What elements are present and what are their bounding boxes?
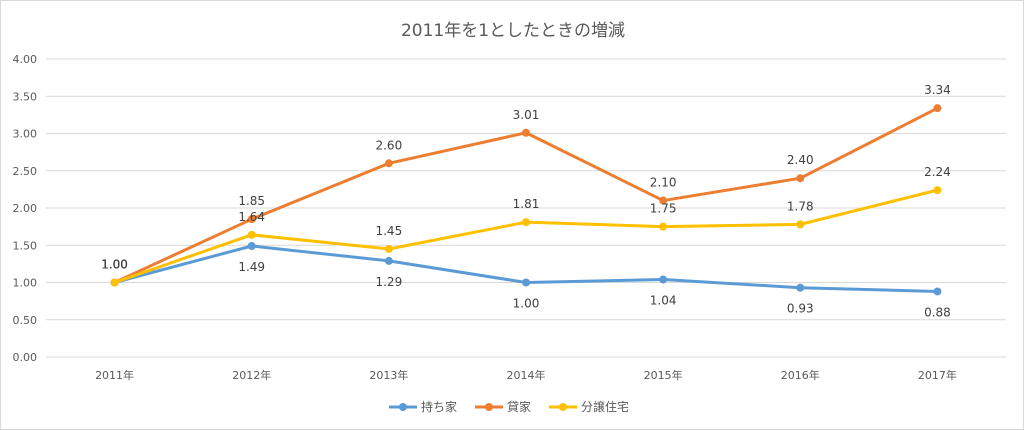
data-point bbox=[933, 287, 942, 296]
data-point bbox=[933, 186, 942, 195]
legend-marker bbox=[559, 403, 567, 411]
y-tick-label: 2.00 bbox=[13, 202, 38, 215]
series-2 bbox=[110, 104, 942, 287]
x-tick-label: 2013年 bbox=[369, 368, 408, 382]
legend: 持ち家 貸家 分譲住宅 bbox=[389, 399, 629, 414]
data-point bbox=[522, 278, 530, 287]
data-label: 0.88 bbox=[924, 305, 951, 319]
data-label: 1.00 bbox=[101, 258, 128, 272]
legend-entry: 貸家 bbox=[475, 399, 531, 414]
data-label: 1.85 bbox=[238, 194, 265, 208]
series-lines bbox=[110, 104, 942, 296]
data-point bbox=[110, 278, 119, 287]
legend-label: 持ち家 bbox=[421, 399, 457, 414]
data-label: 0.93 bbox=[787, 302, 814, 316]
y-tick-label: 4.00 bbox=[13, 53, 38, 66]
data-point bbox=[384, 244, 393, 253]
data-point bbox=[247, 241, 256, 250]
data-label: 3.34 bbox=[924, 83, 951, 97]
y-tick-label: 1.50 bbox=[13, 239, 38, 252]
y-tick-label: 3.50 bbox=[13, 90, 38, 103]
gridlines bbox=[46, 58, 1006, 358]
data-point bbox=[659, 222, 668, 231]
legend-entry: 持ち家 bbox=[389, 399, 457, 414]
data-labels: 1.00 1.491.291.00 1.040.93 0.881.001.852.60… bbox=[101, 83, 951, 319]
legend-marker bbox=[399, 403, 407, 411]
data-label: 1.64 bbox=[238, 210, 265, 224]
data-label: 1.29 bbox=[375, 275, 402, 289]
x-tick-label: 2016年 bbox=[781, 368, 820, 382]
y-axis-ticks: 0.00 0.50 1.00 1.50 2.00 2.50 3.00 3.50 4.00 bbox=[13, 53, 38, 364]
y-tick-label: 0.00 bbox=[13, 351, 38, 364]
data-point bbox=[796, 283, 805, 292]
data-label: 1.75 bbox=[650, 202, 677, 216]
legend-label: 分譲住宅 bbox=[581, 399, 629, 414]
x-tick-label: 2011年 bbox=[95, 368, 134, 382]
y-tick-label: 1.00 bbox=[13, 277, 38, 290]
data-label: 1.81 bbox=[513, 197, 540, 211]
data-point bbox=[384, 159, 393, 168]
x-tick-label: 2017年 bbox=[918, 368, 957, 382]
data-point bbox=[247, 230, 256, 239]
data-label: 2.40 bbox=[787, 153, 814, 167]
data-label: 1.00 bbox=[101, 258, 128, 272]
data-label: 1.00 bbox=[513, 297, 540, 311]
y-tick-label: 2.50 bbox=[13, 165, 38, 178]
x-axis-ticks: 2011年 2012年 2013年 2014年 2015年 2016年 2017年 bbox=[95, 368, 957, 382]
data-label: 1.00 bbox=[101, 258, 128, 272]
x-tick-label: 2012年 bbox=[232, 368, 271, 382]
legend-marker bbox=[485, 403, 493, 411]
data-point bbox=[247, 215, 256, 224]
data-label: 3.01 bbox=[513, 108, 540, 122]
data-point bbox=[933, 104, 942, 113]
data-point bbox=[522, 218, 530, 227]
legend-entry: 分譲住宅 bbox=[549, 399, 629, 414]
data-point bbox=[796, 174, 805, 183]
data-label: 2.10 bbox=[650, 176, 677, 190]
x-tick-label: 2014年 bbox=[507, 368, 546, 382]
data-point bbox=[659, 196, 668, 205]
y-tick-label: 3.00 bbox=[13, 128, 38, 141]
data-label: 1.45 bbox=[375, 224, 402, 238]
data-label: 2.24 bbox=[924, 165, 951, 179]
data-label: 1.49 bbox=[238, 260, 265, 274]
data-point bbox=[384, 256, 393, 265]
x-tick-label: 2015年 bbox=[644, 368, 683, 382]
data-point bbox=[796, 220, 805, 229]
data-label: 1.78 bbox=[787, 199, 814, 213]
series-1 bbox=[110, 241, 942, 296]
y-tick-label: 0.50 bbox=[13, 314, 38, 327]
legend-label: 貸家 bbox=[507, 399, 531, 414]
data-label: 2.60 bbox=[375, 138, 402, 152]
series-3 bbox=[110, 186, 942, 287]
data-label: 1.04 bbox=[650, 294, 677, 308]
data-point bbox=[522, 128, 530, 137]
data-point bbox=[659, 275, 668, 284]
chart-title: 2011年を1としたときの増減 bbox=[401, 21, 625, 41]
